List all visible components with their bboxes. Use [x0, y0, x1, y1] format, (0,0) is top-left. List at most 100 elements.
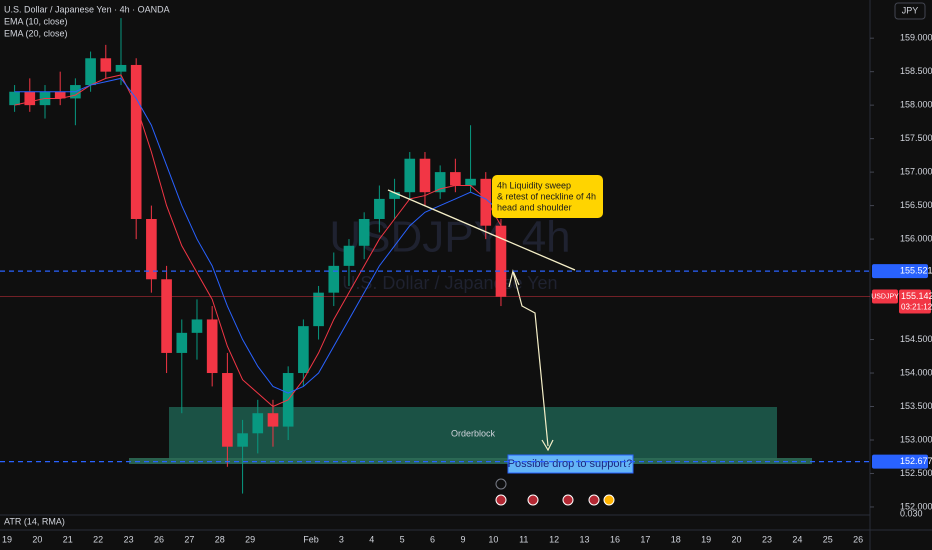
y-tick-label: 152.500: [900, 468, 932, 478]
y-tick-label: 152.000: [900, 501, 932, 511]
candle-body: [374, 198, 385, 219]
x-tick-label: 9: [460, 534, 465, 544]
event-icon: [603, 494, 615, 506]
target-label: Possible drop to support?: [508, 458, 633, 470]
event-icon: [562, 494, 574, 506]
last-price-label: 155.142: [901, 291, 932, 301]
currency: JPY: [902, 5, 919, 15]
candle-body: [434, 172, 446, 193]
y-tick-label: 153.500: [900, 401, 932, 411]
y-tick-label: 158.500: [900, 66, 932, 76]
candle-body: [389, 192, 400, 199]
candle-body: [115, 64, 127, 72]
watermark-subtitle: U.S. Dollar / Japanese Yen: [342, 273, 557, 293]
event-icon: [495, 478, 507, 490]
ema-line: [14, 74, 502, 408]
x-tick-label: 23: [762, 534, 772, 544]
arrow-head: [541, 439, 554, 452]
x-tick-label: 4: [369, 534, 374, 544]
x-tick-label: 19: [701, 534, 711, 544]
x-tick-label: 23: [124, 534, 134, 544]
candle-body: [465, 178, 476, 186]
candle-body: [146, 218, 157, 280]
candle-body: [54, 91, 66, 99]
x-tick-label: 11: [519, 534, 528, 544]
candle-body: [222, 373, 233, 447]
last-price-tag: [899, 289, 931, 314]
candle-body: [130, 64, 142, 219]
support-band: [129, 458, 812, 464]
neckline: [387, 189, 576, 271]
candle-body: [24, 91, 36, 106]
indicator-title: ATR (14, RMA): [4, 516, 65, 526]
ema-line: [14, 77, 502, 394]
y-tick-label: 159.000: [900, 33, 932, 43]
x-tick-label: 20: [732, 534, 742, 544]
price-line-label: 155.521: [900, 266, 932, 276]
x-tick-label: 22: [93, 534, 103, 544]
watermark: USDJPY, 4h: [329, 213, 570, 262]
candle-body: [267, 413, 279, 427]
annotation-box: [492, 175, 603, 218]
price-line-label: 152.677: [900, 456, 932, 466]
event-icons: [495, 478, 615, 506]
x-tick-label: 28: [215, 534, 225, 544]
candle-body: [419, 158, 431, 193]
x-tick-label: 26: [154, 534, 164, 544]
symbol-tag: [872, 289, 898, 304]
legend-entry: EMA (10, close): [4, 16, 68, 26]
x-tick-label: 17: [640, 534, 650, 544]
candle-body: [495, 225, 507, 297]
candle-body: [100, 58, 112, 72]
x-tick-label: 26: [853, 534, 863, 544]
y-tick-label: 154.500: [900, 334, 932, 344]
x-tick-label: Feb: [303, 534, 319, 544]
candle-body: [404, 158, 416, 193]
chart-title: U.S. Dollar / Japanese Yen · 4h · OANDA: [4, 4, 170, 14]
orderblock-label: Orderblock: [451, 428, 496, 438]
y-tick-label: 154.000: [900, 367, 932, 377]
candle-body: [176, 332, 188, 353]
event-icon: [588, 494, 600, 506]
legend-entry: EMA (20, close): [4, 28, 68, 38]
candle-body: [328, 265, 340, 293]
y-tick-label: 157.000: [900, 166, 932, 176]
candle-body: [85, 58, 96, 86]
candle-body: [358, 218, 370, 246]
x-tick-label: 25: [823, 534, 833, 544]
candle-body: [161, 279, 172, 353]
x-tick-label: 10: [488, 534, 498, 544]
indicator-value: 0.030: [900, 508, 923, 518]
candle-body: [191, 319, 203, 333]
x-tick-label: 19: [2, 534, 12, 544]
candle-body: [206, 319, 218, 374]
y-tick-label: 153.000: [900, 434, 932, 444]
y-tick-label: 157.500: [900, 133, 932, 143]
x-tick-label: 12: [549, 534, 559, 544]
x-tick-label: 16: [610, 534, 620, 544]
y-tick-label: 158.000: [900, 100, 932, 110]
candle-body: [450, 172, 461, 186]
event-icon: [495, 494, 507, 506]
candle-body: [252, 413, 264, 434]
x-tick-label: 29: [245, 534, 255, 544]
x-tick-label: 18: [671, 534, 681, 544]
candle-body: [343, 245, 355, 266]
target-box: [507, 454, 634, 474]
candle-body: [9, 91, 20, 106]
countdown-label: 03:21:12: [901, 303, 932, 312]
x-tick-label: 6: [430, 534, 435, 544]
price-line-tag: [872, 454, 928, 469]
annotation-line: & retest of neckline of 4h: [497, 191, 596, 201]
annotation-line: head and shoulder: [497, 202, 572, 212]
y-tick-label: 156.500: [900, 200, 932, 210]
x-tick-label: 21: [63, 534, 73, 544]
x-tick-label: 20: [32, 534, 42, 544]
event-icon: [527, 494, 539, 506]
candle-body: [313, 292, 324, 327]
x-tick-label: 24: [792, 534, 802, 544]
currency-box: [894, 2, 926, 20]
x-tick-label: 27: [184, 534, 194, 544]
